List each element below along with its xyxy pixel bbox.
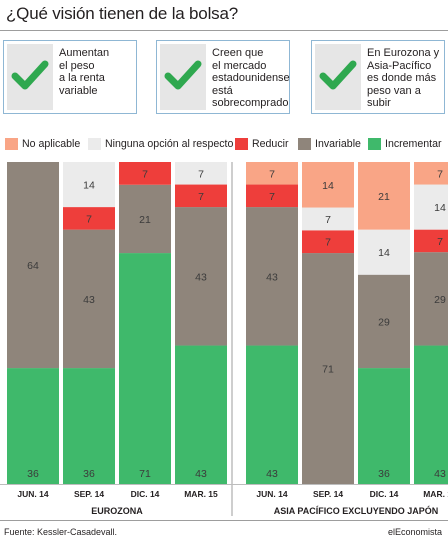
legend-swatch [5, 138, 18, 150]
bar-segment-no_aplicable [302, 162, 354, 208]
bar-value-label: 7 [269, 191, 275, 203]
insight-card-2: Creen que el mercado estadounidense está sob… [156, 40, 290, 114]
bar-segment-incrementar [414, 345, 448, 484]
check-icon [319, 60, 357, 90]
bar-value-label: 7 [86, 213, 92, 225]
bar-value-label: 7 [269, 168, 275, 180]
title-divider [0, 30, 448, 31]
card-text: Aumentan el peso a la renta variable [59, 47, 110, 97]
legend-item-no-aplicable: No aplicable [5, 138, 80, 150]
bar-value-label: 29 [434, 294, 446, 306]
bar-segment-ninguna [63, 162, 115, 208]
bar-value-label: 43 [266, 468, 278, 480]
bar-value-label: 71 [322, 364, 334, 376]
bar-segment-invariable [7, 162, 59, 369]
bar-segment-invariable [175, 207, 227, 346]
bar-segment-reducir [302, 230, 354, 254]
bar-value-label: 43 [195, 271, 207, 283]
bar-value-label: 43 [83, 294, 95, 306]
card-text: En Eurozona y Asia-Pacífico es donde más pe… [367, 47, 440, 110]
legend-swatch [235, 138, 248, 150]
group-label: EUROZONA [91, 506, 143, 516]
bar-segment-reducir [119, 162, 171, 185]
check-icon-box [160, 44, 206, 110]
bar-segment-ninguna [175, 162, 227, 185]
x-tick-label: DIC. 14 [370, 489, 399, 499]
bar-value-label: 21 [139, 214, 151, 226]
bar-value-label: 36 [83, 468, 95, 480]
legend-swatch [88, 138, 101, 150]
bar-value-label: 29 [378, 316, 390, 328]
x-tick-label: MAR. 15 [423, 489, 448, 499]
bar-segment-incrementar [7, 368, 59, 484]
legend-item-reducir: Reducir [235, 138, 289, 150]
bar-segment-incrementar [63, 368, 115, 484]
chart-legend: No aplicable Ninguna opción al respecto … [0, 138, 448, 154]
bar-value-label: 43 [434, 468, 446, 480]
bar-segment-reducir [246, 184, 298, 208]
bar-value-label: 43 [195, 468, 207, 480]
bar-value-label: 21 [378, 191, 390, 203]
legend-swatch [368, 138, 381, 150]
check-icon [11, 60, 49, 90]
bar-segment-reducir [414, 229, 448, 253]
bar-segment-invariable [414, 252, 448, 346]
bar-value-label: 14 [83, 180, 95, 192]
group-label: ASIA PACÍFICO EXCLUYENDO JAPÓN [274, 505, 439, 516]
bar-value-label: 7 [142, 168, 148, 180]
bar-segment-invariable [358, 274, 410, 369]
legend-swatch [298, 138, 311, 150]
bar-value-label: 7 [198, 191, 204, 203]
insight-card-3: En Eurozona y Asia-Pacífico es donde más pe… [311, 40, 445, 114]
bar-segment-incrementar [119, 253, 171, 484]
bar-value-label: 7 [198, 168, 204, 180]
check-icon [164, 60, 202, 90]
bar-value-label: 14 [378, 247, 390, 259]
bar-value-label: 14 [434, 202, 446, 214]
bar-value-label: 64 [27, 260, 39, 272]
bar-segment-reducir [175, 184, 227, 208]
bar-value-label: 7 [437, 168, 443, 180]
bar-segment-invariable [302, 253, 354, 484]
insight-card-1: Aumentan el peso a la renta variable [3, 40, 137, 114]
x-tick-label: SEP. 14 [313, 489, 343, 499]
bar-value-label: 7 [437, 236, 443, 248]
legend-item-ninguna: Ninguna opción al respecto [88, 138, 233, 150]
bar-segment-invariable [119, 184, 171, 254]
legend-item-invariable: Invariable [298, 138, 361, 150]
bar-value-label: 7 [325, 214, 331, 226]
x-tick-label: JUN. 14 [17, 489, 48, 499]
bar-segment-incrementar [358, 368, 410, 484]
bar-value-label: 36 [27, 468, 39, 480]
bar-segment-incrementar [175, 345, 227, 484]
bar-segment-ninguna [414, 184, 448, 230]
x-tick-label: MAR. 15 [184, 489, 218, 499]
card-text: Creen que el mercado estadounidense está sob… [212, 47, 290, 110]
bar-segment-reducir [63, 207, 115, 230]
bar-value-label: 43 [266, 271, 278, 283]
check-icon-box [7, 44, 53, 110]
brand-logo-text: elEconomista [387, 527, 442, 537]
bar-value-label: 14 [322, 180, 334, 192]
bar-segment-invariable [246, 207, 298, 346]
x-tick-label: DIC. 14 [131, 489, 160, 499]
bar-segment-ninguna [302, 207, 354, 231]
bar-value-label: 7 [325, 237, 331, 249]
bar-value-label: 36 [378, 468, 390, 480]
bar-segment-ninguna [358, 229, 410, 275]
check-icon-box [315, 44, 361, 110]
bar-segment-no_aplicable [414, 162, 448, 185]
x-tick-label: SEP. 14 [74, 489, 104, 499]
chart-title: ¿Qué visión tienen de la bolsa? [6, 4, 238, 23]
bar-value-label: 71 [139, 468, 151, 480]
source-note: Fuente: Kessler-Casadevall. [4, 527, 118, 537]
bar-segment-incrementar [246, 345, 298, 484]
legend-item-incrementar: Incrementar [368, 138, 442, 150]
bar-segment-invariable [63, 229, 115, 369]
bar-segment-no_aplicable [358, 162, 410, 230]
x-tick-label: JUN. 14 [256, 489, 287, 499]
bar-segment-no_aplicable [246, 162, 298, 185]
